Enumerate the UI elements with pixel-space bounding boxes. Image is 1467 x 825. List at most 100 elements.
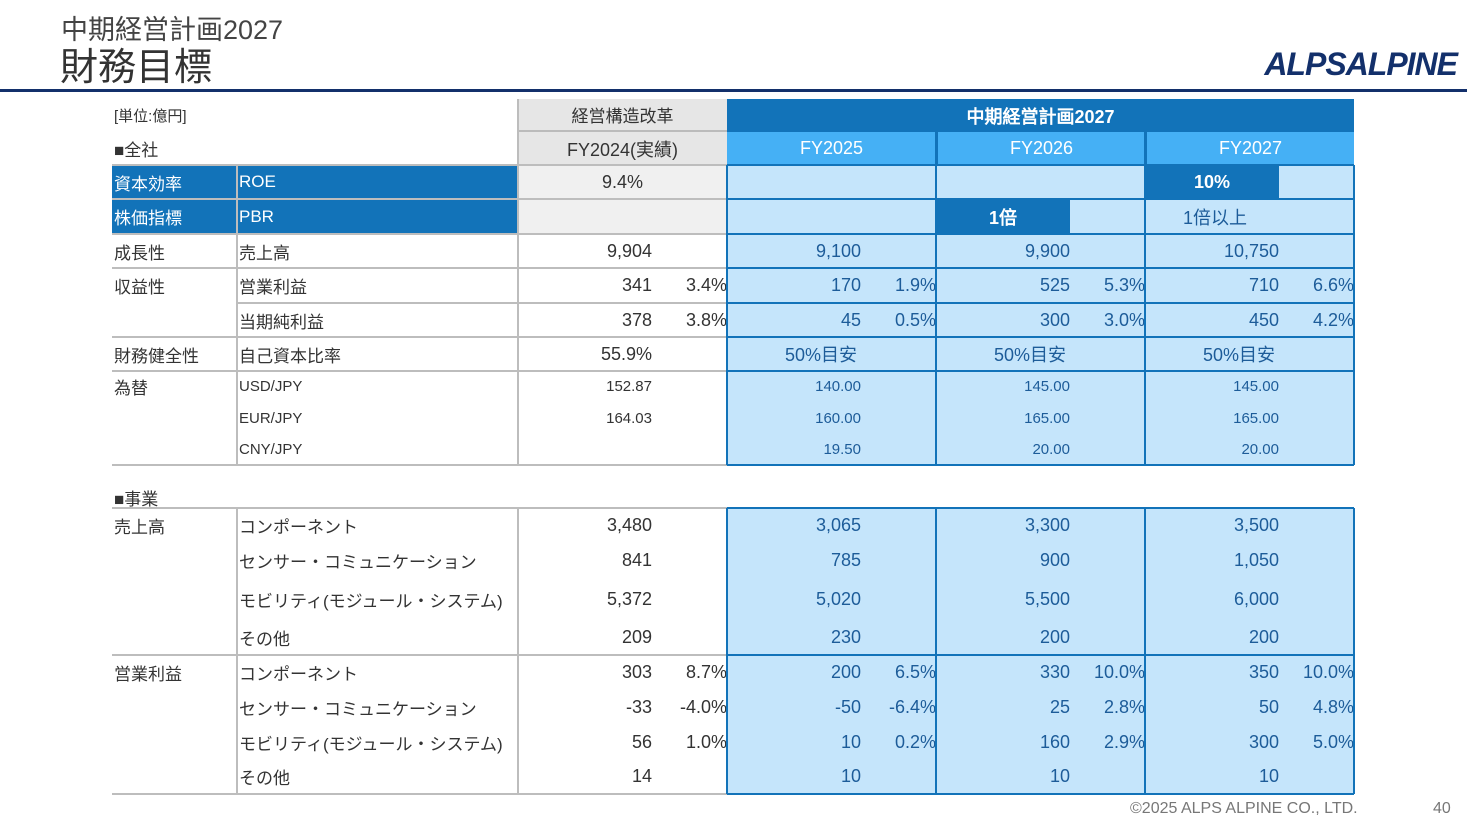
- cell-bg: [727, 725, 936, 759]
- cell-bg: [936, 434, 1145, 465]
- cell-bg: [727, 434, 936, 465]
- value-cell: 50: [1258, 697, 1279, 717]
- target-text: 9.4%: [601, 171, 644, 192]
- value-cell: 200: [1248, 627, 1279, 647]
- margin-cell: 4.2%: [1312, 309, 1354, 330]
- column-header-fy2025: FY2025: [727, 132, 936, 165]
- margin-cell: -4.0%: [679, 697, 727, 717]
- row-item: USD/JPY: [239, 378, 303, 395]
- column-divider: [236, 508, 238, 794]
- value-cell: 10,750: [1223, 240, 1279, 261]
- value-cell: 5,500: [1024, 588, 1070, 609]
- row-category: 資本効率: [112, 165, 237, 199]
- value-cell: 330: [1039, 662, 1070, 682]
- cell-bg: [727, 371, 936, 402]
- highlight-cell: 10%: [1145, 165, 1279, 199]
- value-cell: 9,100: [815, 240, 861, 261]
- value-cell: 710: [1248, 275, 1279, 295]
- row-divider: [727, 164, 1354, 166]
- column-divider: [1144, 508, 1146, 794]
- group-plan: 中期経営計画2027: [727, 99, 1354, 132]
- row-item: その他: [239, 769, 290, 788]
- value-cell: 350: [1248, 662, 1279, 682]
- cell-bg: [936, 508, 1145, 543]
- cell-bg: [936, 165, 1145, 199]
- cell-bg: [1145, 234, 1354, 268]
- value-cell: 303: [621, 662, 652, 682]
- cell-bg: [1145, 268, 1354, 303]
- margin-cell: 6.5%: [894, 662, 936, 682]
- column-divider: [935, 165, 937, 465]
- row-category: [112, 303, 237, 337]
- row-item: 当期純利益: [239, 312, 324, 332]
- margin-cell: 3.0%: [1103, 309, 1145, 330]
- value-cell: 56: [631, 731, 652, 752]
- row-item: ROE: [237, 165, 518, 199]
- cell-bg: [727, 620, 936, 655]
- row-divider: [727, 233, 1354, 235]
- cell-bg: [727, 690, 936, 725]
- value-cell: 378: [621, 309, 652, 330]
- row-category: [112, 434, 237, 465]
- column-divider: [726, 508, 728, 794]
- cell-bg: [518, 434, 727, 465]
- value-cell: -50: [834, 697, 861, 717]
- page-number: 40: [1433, 800, 1451, 817]
- cell-bg: [936, 655, 1145, 690]
- margin-cell: 0.2%: [894, 731, 936, 752]
- cell-bg: [936, 725, 1145, 759]
- margin-cell: 5.3%: [1103, 275, 1145, 295]
- cell-bg: [1145, 199, 1354, 234]
- row-divider: [112, 164, 727, 166]
- cell-bg: [727, 543, 936, 578]
- column-header-fy2024: FY2024(実績): [518, 132, 727, 165]
- margin-cell: 3.4%: [685, 275, 727, 295]
- value-cell: 5,020: [815, 588, 861, 609]
- cell-bg: [1145, 655, 1354, 690]
- target-text: 50%目安: [785, 345, 858, 365]
- column-divider: [1144, 132, 1146, 165]
- group-restructure: 経営構造改革: [518, 99, 727, 132]
- row-divider: [727, 464, 1354, 466]
- cell-bg: [727, 655, 936, 690]
- cell-bg: [1145, 543, 1354, 578]
- highlight-cell: 1倍: [936, 199, 1070, 234]
- value-cell: -33: [625, 697, 652, 717]
- value-cell: 3,300: [1024, 515, 1070, 535]
- unit-label: [単位:億円]: [114, 108, 187, 125]
- margin-cell: 8.7%: [685, 662, 727, 682]
- value-cell: 20.00: [1032, 441, 1070, 458]
- value-cell: 10: [840, 766, 861, 786]
- row-divider: [727, 302, 1354, 304]
- page-title: 財務目標: [60, 47, 213, 89]
- column-header-fy2026: FY2026: [936, 132, 1145, 165]
- margin-cell: 3.8%: [685, 309, 727, 330]
- value-cell: 3,500: [1233, 515, 1279, 535]
- value-cell: 450: [1248, 309, 1279, 330]
- row-divider: [727, 198, 1354, 200]
- column-divider: [1353, 508, 1355, 794]
- cell-bg: [727, 402, 936, 434]
- column-divider: [517, 99, 519, 465]
- value-cell: 300: [1248, 731, 1279, 752]
- value-cell: 841: [621, 550, 652, 570]
- margin-cell: 0.5%: [894, 309, 936, 330]
- value-cell: 3,065: [815, 515, 861, 535]
- margin-cell: 10.0%: [1302, 662, 1354, 682]
- cell-bg: [936, 303, 1145, 337]
- cell-bg: [1145, 725, 1354, 759]
- row-category: 財務健全性: [114, 346, 199, 366]
- cell-bg: [1145, 303, 1354, 337]
- margin-cell: -6.4%: [888, 697, 936, 717]
- row-category: 株価指標: [112, 199, 237, 234]
- value-cell: 300: [1039, 309, 1070, 330]
- row-divider: [727, 370, 1354, 372]
- row-divider: [727, 793, 1354, 795]
- row-item: EUR/JPY: [239, 409, 303, 427]
- header-divider: [0, 89, 1467, 92]
- row-item: コンポーネント: [239, 518, 358, 537]
- cell-bg: [727, 303, 936, 337]
- value-cell: 55.9%: [600, 343, 652, 364]
- company-logo: ALPSALPINE: [1264, 46, 1458, 82]
- value-cell: 19.50: [823, 441, 861, 458]
